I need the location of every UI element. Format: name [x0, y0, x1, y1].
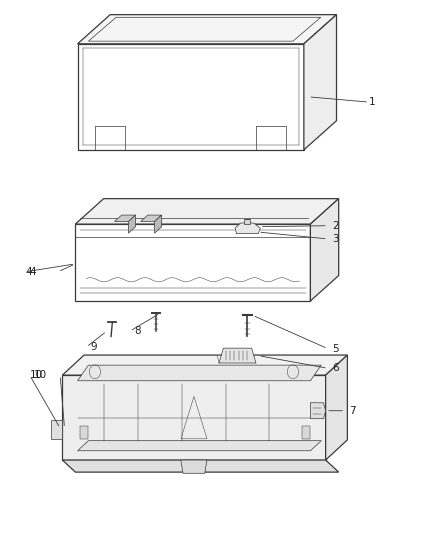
Text: 7: 7 — [350, 406, 356, 416]
Polygon shape — [75, 199, 339, 224]
Text: 10: 10 — [30, 370, 43, 380]
Polygon shape — [325, 355, 347, 460]
Bar — [302, 425, 311, 439]
Polygon shape — [155, 215, 162, 233]
Text: 8: 8 — [134, 326, 141, 336]
Polygon shape — [62, 375, 325, 460]
Text: 3: 3 — [332, 234, 339, 244]
Text: 1: 1 — [369, 97, 376, 107]
Bar — [244, 219, 251, 224]
Polygon shape — [78, 44, 304, 150]
Polygon shape — [311, 199, 339, 301]
Polygon shape — [304, 14, 336, 150]
Polygon shape — [235, 223, 260, 233]
Polygon shape — [78, 365, 321, 381]
Text: 10: 10 — [34, 370, 47, 380]
Text: 6: 6 — [332, 364, 339, 373]
Text: 2: 2 — [332, 221, 339, 231]
Text: 5: 5 — [332, 344, 339, 354]
Bar — [80, 425, 88, 439]
Polygon shape — [141, 215, 162, 221]
Text: 4: 4 — [25, 267, 32, 277]
Polygon shape — [219, 348, 256, 363]
Polygon shape — [311, 403, 325, 419]
Polygon shape — [75, 224, 311, 301]
Polygon shape — [115, 215, 135, 221]
Polygon shape — [78, 14, 336, 44]
Text: 9: 9 — [91, 342, 97, 352]
Polygon shape — [78, 441, 321, 451]
Polygon shape — [62, 355, 347, 375]
Polygon shape — [128, 215, 135, 233]
Text: 4: 4 — [30, 267, 36, 277]
Polygon shape — [51, 420, 62, 439]
Polygon shape — [181, 460, 207, 473]
Polygon shape — [62, 460, 339, 472]
